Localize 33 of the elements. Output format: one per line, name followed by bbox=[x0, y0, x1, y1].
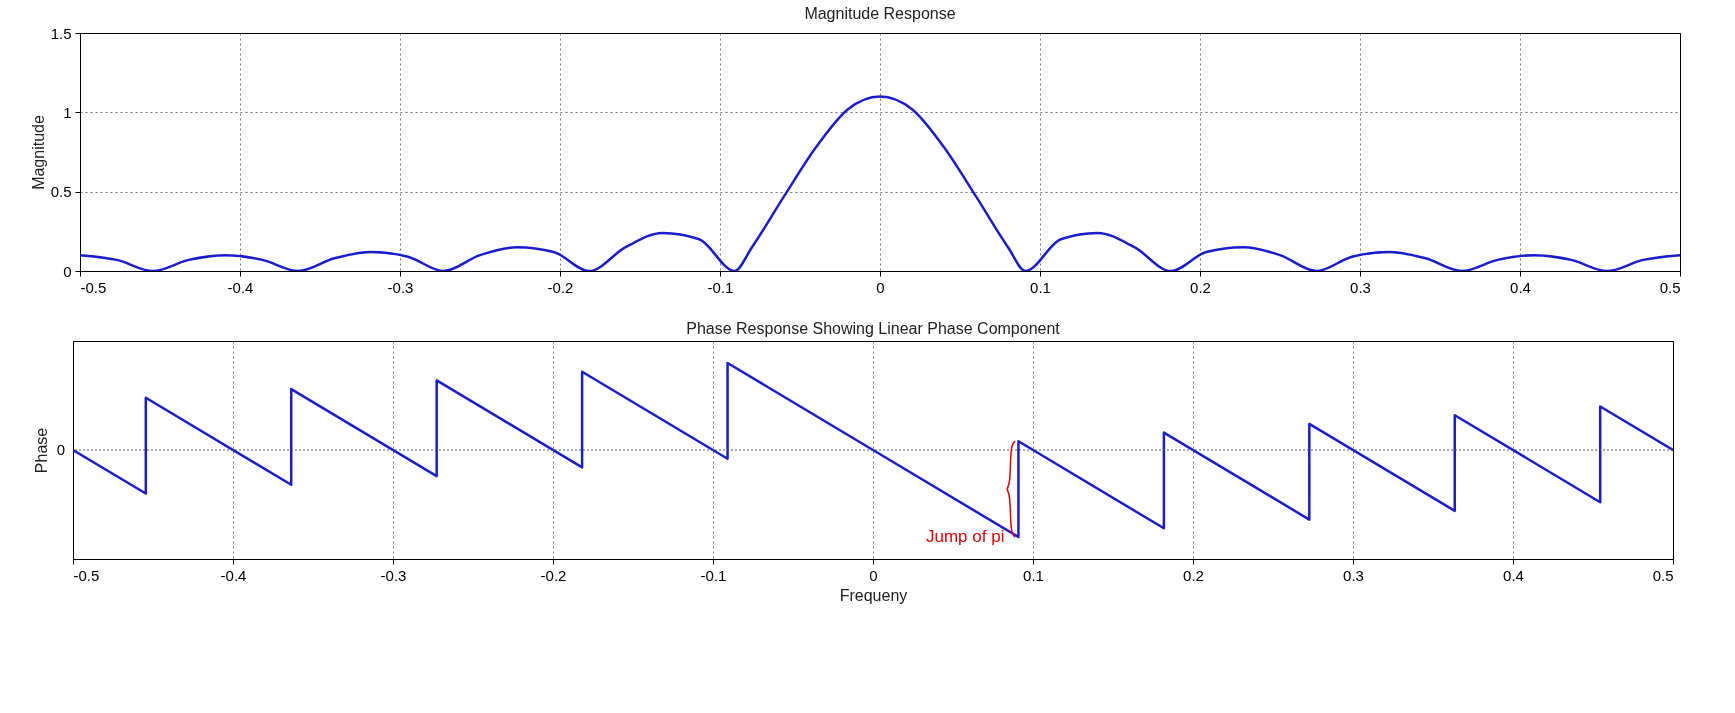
x-tick-label: 0 bbox=[876, 278, 885, 296]
x-tick-label: 0 bbox=[869, 566, 878, 584]
x-tick-label: -0.2 bbox=[547, 278, 574, 296]
x-tick-label: -0.5 bbox=[80, 278, 107, 296]
x-tick-label: 0.2 bbox=[1183, 566, 1204, 584]
chart-title: Phase Response Showing Linear Phase Component bbox=[686, 320, 1061, 337]
y-axis-title: Magnitude bbox=[29, 115, 47, 190]
x-tick-label: 0.4 bbox=[1510, 278, 1531, 296]
x-tick-label: -0.4 bbox=[227, 278, 254, 296]
x-tick-label: -0.4 bbox=[220, 566, 247, 584]
x-tick-label: -0.1 bbox=[700, 566, 727, 584]
x-tick-label: -0.1 bbox=[707, 278, 734, 296]
x-tick-label: 0.1 bbox=[1030, 278, 1051, 296]
x-tick-label: 0.4 bbox=[1503, 566, 1524, 584]
chart-title: Magnitude Response bbox=[804, 5, 956, 22]
line-series bbox=[80, 95, 1680, 271]
y-tick-label: 0 bbox=[63, 262, 72, 280]
x-tick-label: -0.2 bbox=[540, 566, 567, 584]
y-tick-label: 1 bbox=[63, 103, 72, 121]
x-axis-title: Frequeny bbox=[839, 586, 908, 604]
y-tick-label: 0.5 bbox=[50, 183, 72, 201]
y-tick-label: 1.5 bbox=[50, 24, 72, 42]
x-tick-label: -0.5 bbox=[73, 566, 100, 584]
x-tick-label: -0.3 bbox=[380, 566, 407, 584]
x-tick-label: -0.3 bbox=[387, 278, 414, 296]
annotation: Jump of pi bbox=[926, 527, 1005, 546]
y-axis-title: Phase bbox=[32, 427, 50, 474]
x-tick-label: 0.2 bbox=[1190, 278, 1211, 296]
x-tick-label: 0.3 bbox=[1343, 566, 1364, 584]
x-tick-label: 0.3 bbox=[1350, 278, 1371, 296]
x-tick-label: 0.5 bbox=[1652, 566, 1674, 584]
x-tick-label: 0.1 bbox=[1023, 566, 1044, 584]
x-tick-label: 0.5 bbox=[1659, 278, 1681, 296]
